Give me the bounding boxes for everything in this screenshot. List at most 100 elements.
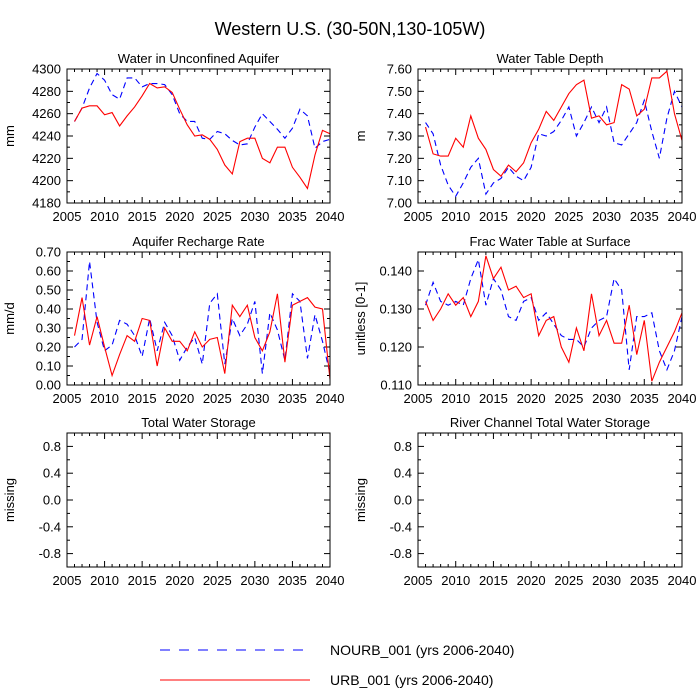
y-tick-label: 0.20 — [36, 340, 61, 355]
y-tick-label: 0.10 — [36, 359, 61, 374]
y-axis-label: missing — [353, 478, 368, 522]
x-tick-label: 2015 — [479, 209, 508, 224]
series-line-nourb-001 — [425, 89, 683, 198]
series-line-urb-001 — [74, 82, 331, 190]
y-tick-label: -0.4 — [390, 519, 412, 534]
panel-title: Frac Water Table at Surface — [469, 234, 630, 249]
y-axis-label: mm/d — [2, 302, 17, 335]
x-tick-label: 2030 — [592, 391, 621, 406]
x-tick-label: 2010 — [441, 573, 470, 588]
panel-title: River Channel Total Water Storage — [450, 415, 650, 430]
x-tick-label: 2020 — [517, 573, 546, 588]
x-tick-label: 2020 — [165, 573, 194, 588]
y-tick-label: 0.00 — [36, 378, 61, 393]
legend-label-nourb: NOURB_001 (yrs 2006-2040) — [330, 642, 514, 658]
y-axis-label: mm — [2, 125, 17, 147]
legend-label-urb: URB_001 (yrs 2006-2040) — [330, 672, 493, 688]
x-tick-label: 2025 — [203, 391, 232, 406]
y-tick-label: 0.0 — [394, 493, 412, 508]
y-axis-label: missing — [2, 478, 17, 522]
y-tick-label: 7.00 — [387, 196, 412, 211]
x-tick-label: 2020 — [165, 209, 194, 224]
x-tick-label: 2015 — [128, 573, 157, 588]
x-tick-label: 2025 — [554, 391, 583, 406]
x-tick-label: 2010 — [90, 391, 119, 406]
y-tick-label: 0.130 — [379, 302, 412, 317]
plot-frame — [66, 68, 331, 204]
y-tick-label: 4180 — [32, 196, 61, 211]
plot-frame — [66, 251, 331, 386]
legend: NOURB_001 (yrs 2006-2040) URB_001 (yrs 2… — [160, 642, 514, 688]
x-tick-label: 2015 — [479, 391, 508, 406]
x-tick-label: 2020 — [517, 391, 546, 406]
x-tick-label: 2015 — [128, 209, 157, 224]
plot-frame — [417, 432, 683, 568]
plot-frame — [417, 68, 683, 204]
panel-frac-water-table: Frac Water Table at Surface unitless [0-1… — [353, 234, 696, 406]
series-line-nourb-001 — [74, 72, 331, 150]
y-tick-label: -0.8 — [39, 546, 61, 561]
x-tick-label: 2005 — [53, 209, 82, 224]
x-tick-label: 2005 — [404, 391, 433, 406]
panel-recharge-rate: Aquifer Recharge Rate mm/d 2005 2010 2015 202… — [2, 234, 344, 406]
x-tick-label: 2040 — [668, 391, 697, 406]
y-tick-label: 4280 — [32, 84, 61, 99]
x-tick-label: 2030 — [592, 209, 621, 224]
x-tick-label: 2030 — [240, 573, 269, 588]
plot-frame — [417, 251, 683, 386]
x-tick-label: 2025 — [554, 573, 583, 588]
panel-aquifer-water: Water in Unconfined Aquifer mm 2005 2010 201… — [2, 51, 344, 224]
y-tick-label: 7.60 — [387, 62, 412, 77]
x-tick-label: 2010 — [441, 391, 470, 406]
x-tick-label: 2040 — [668, 573, 697, 588]
x-tick-label: 2035 — [278, 391, 307, 406]
y-tick-label: 0.30 — [36, 321, 61, 336]
x-tick-label: 2040 — [316, 573, 345, 588]
figure-title: Western U.S. (30-50N,130-105W) — [215, 19, 486, 39]
x-tick-label: 2005 — [404, 209, 433, 224]
plot-frame — [66, 432, 331, 568]
y-tick-label: 7.40 — [387, 106, 412, 121]
y-tick-label: 4200 — [32, 173, 61, 188]
y-tick-label: -0.8 — [390, 546, 412, 561]
x-tick-label: 2025 — [203, 573, 232, 588]
x-tick-label: 2015 — [128, 391, 157, 406]
x-tick-label: 2030 — [240, 209, 269, 224]
y-tick-label: 0.140 — [379, 264, 412, 279]
x-tick-label: 2010 — [441, 209, 470, 224]
y-tick-label: 7.10 — [387, 173, 412, 188]
y-tick-label: 0.50 — [36, 283, 61, 298]
y-tick-label: 0.8 — [394, 439, 412, 454]
series-line-urb-001 — [425, 70, 683, 178]
y-tick-label: 0.70 — [36, 245, 61, 260]
y-tick-label: 0.8 — [43, 439, 61, 454]
x-tick-label: 2035 — [278, 209, 307, 224]
x-tick-label: 2005 — [53, 391, 82, 406]
x-tick-label: 2005 — [404, 573, 433, 588]
y-tick-label: 0.40 — [36, 302, 61, 317]
y-axis-label: unitless [0-1] — [353, 282, 368, 356]
y-tick-label: 7.30 — [387, 129, 412, 144]
panel-total-water-storage: Total Water Storage missing 2005 2010 2015 20… — [2, 415, 344, 588]
panel-river-channel-storage: River Channel Total Water Storage missing… — [353, 415, 696, 588]
panel-title: Water Table Depth — [497, 51, 604, 66]
x-tick-label: 2040 — [316, 391, 345, 406]
x-tick-label: 2025 — [203, 209, 232, 224]
y-tick-label: 0.4 — [394, 466, 412, 481]
x-tick-label: 2010 — [90, 573, 119, 588]
panel-title: Water in Unconfined Aquifer — [118, 51, 280, 66]
x-tick-label: 2035 — [630, 209, 659, 224]
panel-title: Aquifer Recharge Rate — [132, 234, 264, 249]
y-tick-label: 4260 — [32, 106, 61, 121]
x-tick-label: 2010 — [90, 209, 119, 224]
x-tick-label: 2035 — [278, 573, 307, 588]
x-tick-label: 2015 — [479, 573, 508, 588]
x-tick-label: 2030 — [592, 573, 621, 588]
x-tick-label: 2025 — [554, 209, 583, 224]
y-tick-label: 4220 — [32, 151, 61, 166]
y-tick-label: 0.60 — [36, 264, 61, 279]
x-tick-label: 2040 — [316, 209, 345, 224]
x-tick-label: 2030 — [240, 391, 269, 406]
x-tick-label: 2035 — [630, 573, 659, 588]
